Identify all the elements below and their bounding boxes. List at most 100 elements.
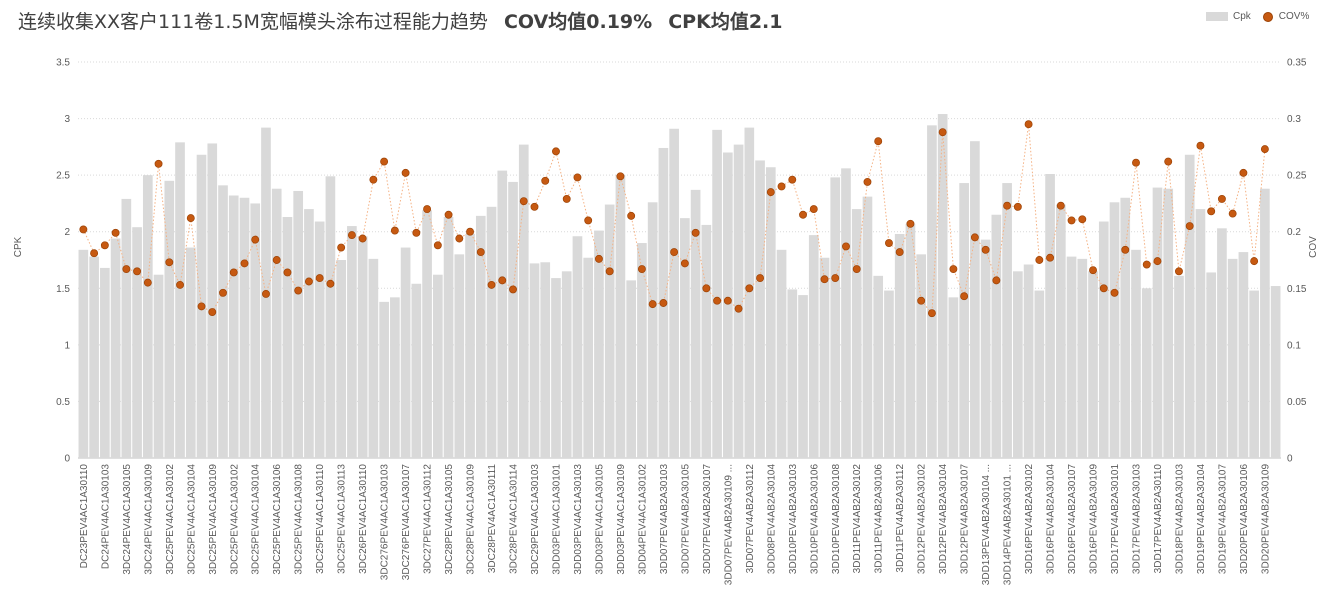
legend-cpk-swatch: [1206, 12, 1228, 21]
cov-point: [1056, 201, 1065, 210]
cpk-bar: [465, 233, 475, 458]
cpk-bar: [690, 189, 701, 458]
cov-point: [594, 254, 603, 263]
cov-point: [240, 259, 249, 268]
cov-point: [648, 300, 657, 309]
cov-point: [412, 228, 421, 237]
cpk-bar: [637, 243, 647, 458]
cov-point: [573, 173, 582, 182]
cpk-bar: [347, 226, 357, 458]
x-tick-label: 3DD07PEV4AB2A30105: [680, 464, 691, 575]
cov-point: [1228, 209, 1237, 218]
x-tick-label: 3DC25PEV4AC1A30102: [229, 464, 240, 575]
cpk-bar: [647, 202, 658, 458]
cov-point: [691, 228, 700, 237]
cov-point: [219, 288, 227, 297]
cpk-bar: [529, 263, 540, 458]
cpk-bar: [304, 209, 314, 458]
cov-mean-stat: COV均值0.19%: [503, 11, 653, 33]
left-tick-label: 2: [64, 227, 70, 238]
cpk-bar: [862, 196, 873, 458]
cov-point: [852, 265, 861, 274]
x-tick-label: 3DD19PEV4AB2A30104: [1196, 464, 1207, 575]
chart-title: 连续收集XX客户111卷1.5M宽幅模头涂布过程能力趋势 COV均值0.19% …: [18, 7, 783, 34]
x-tick-label: 3DC27PEV4AC1A30112: [423, 464, 434, 574]
cov-point: [627, 211, 636, 220]
cov-point: [616, 172, 625, 181]
cpk-bar: [755, 160, 765, 459]
cov-line: [82, 124, 1266, 315]
cov-point: [369, 175, 378, 184]
cpk-bar: [1120, 197, 1131, 458]
cpk-bar: [1249, 290, 1259, 458]
left-tick-label: 3: [64, 114, 70, 125]
cov-point: [713, 296, 722, 305]
cov-point: [1142, 260, 1151, 269]
x-tick-label: 3DD10PEV4AB2A30108: [831, 464, 842, 575]
cpk-bar: [615, 175, 626, 458]
cov-point: [1175, 267, 1183, 276]
cpk-bar: [937, 114, 948, 458]
x-tick-label: 3DC25PEV4AC1A30109: [208, 464, 219, 575]
cpk-bar: [1217, 228, 1227, 458]
cpk-bar: [894, 233, 905, 458]
cpk-bar: [422, 210, 432, 458]
cov-point: [337, 243, 346, 252]
cpk-bar: [701, 224, 712, 458]
cov-point: [1024, 120, 1033, 129]
cov-point: [79, 225, 88, 234]
x-tick-label: 3DD18PEV4AB2A30103: [1174, 464, 1185, 575]
cpk-bar: [497, 170, 508, 459]
cpk-bar: [798, 295, 808, 458]
x-tick-label: DC23PEV4AC1A30110: [79, 464, 90, 569]
x-tick-label: 3DD17PEV4AB2A30110: [1153, 464, 1164, 574]
cpk-bar: [1184, 154, 1195, 458]
cpk-bar: [841, 168, 851, 458]
cpk-bar: [1077, 258, 1088, 458]
cpk-bar: [1141, 288, 1152, 458]
cpk-bar: [626, 280, 636, 458]
legend-cov-label: COV%: [1278, 11, 1310, 22]
x-tick-label: 3DD12PEV4AB2A30104: [938, 464, 949, 575]
cov-point: [1046, 253, 1055, 262]
cov-point: [509, 285, 517, 294]
cpk-bar: [540, 262, 551, 458]
cov-point: [380, 157, 389, 166]
cov-point: [143, 278, 152, 287]
cov-point: [315, 274, 324, 283]
cpk-bar: [282, 217, 293, 458]
cpk-bar: [884, 290, 894, 458]
x-tick-label: 3DD07PEV4AB2A30107: [702, 464, 713, 575]
cov-point: [670, 248, 679, 257]
cov-point: [272, 256, 281, 264]
x-tick-label: DC24PEV4AC1A30103: [100, 464, 111, 570]
chart-title-text: 连续收集XX客户111卷1.5M宽幅模头涂布过程能力趋势: [18, 11, 488, 33]
cov-point: [519, 197, 528, 206]
cpk-bar: [808, 235, 819, 458]
cov-point: [1099, 284, 1108, 293]
cov-point: [981, 245, 990, 254]
cov-point: [1239, 168, 1248, 177]
cov-point: [90, 249, 99, 258]
cov-point: [552, 147, 560, 156]
cov-point: [423, 205, 432, 214]
cpk-bar: [1013, 271, 1023, 458]
cov-point: [659, 299, 668, 307]
cov-point: [1067, 216, 1076, 225]
cpk-bar: [432, 274, 443, 458]
x-tick-label: 3DD17PEV4AB2A30103: [1132, 464, 1143, 575]
cov-point: [842, 242, 850, 251]
cov-point: [906, 219, 915, 228]
x-tick-label: 3DD07PEV4AB2A30112: [745, 464, 756, 574]
cov-point: [680, 259, 689, 268]
cov-point: [938, 128, 947, 137]
cpk-bar: [164, 180, 175, 459]
x-tick-label: 3DC26PEV4AC1A30110: [358, 464, 369, 574]
x-tick-label: 3DD19PEV4AB2A30107: [1217, 464, 1228, 575]
cpk-bar: [153, 274, 164, 458]
left-tick-label: 1.5: [56, 284, 70, 295]
right-tick-label: 0.05: [1287, 397, 1307, 408]
x-tick-label: 3DC276PEV4AC1A30103: [380, 464, 391, 581]
cpk-bar: [142, 175, 153, 458]
cpk-bar: [454, 254, 465, 458]
